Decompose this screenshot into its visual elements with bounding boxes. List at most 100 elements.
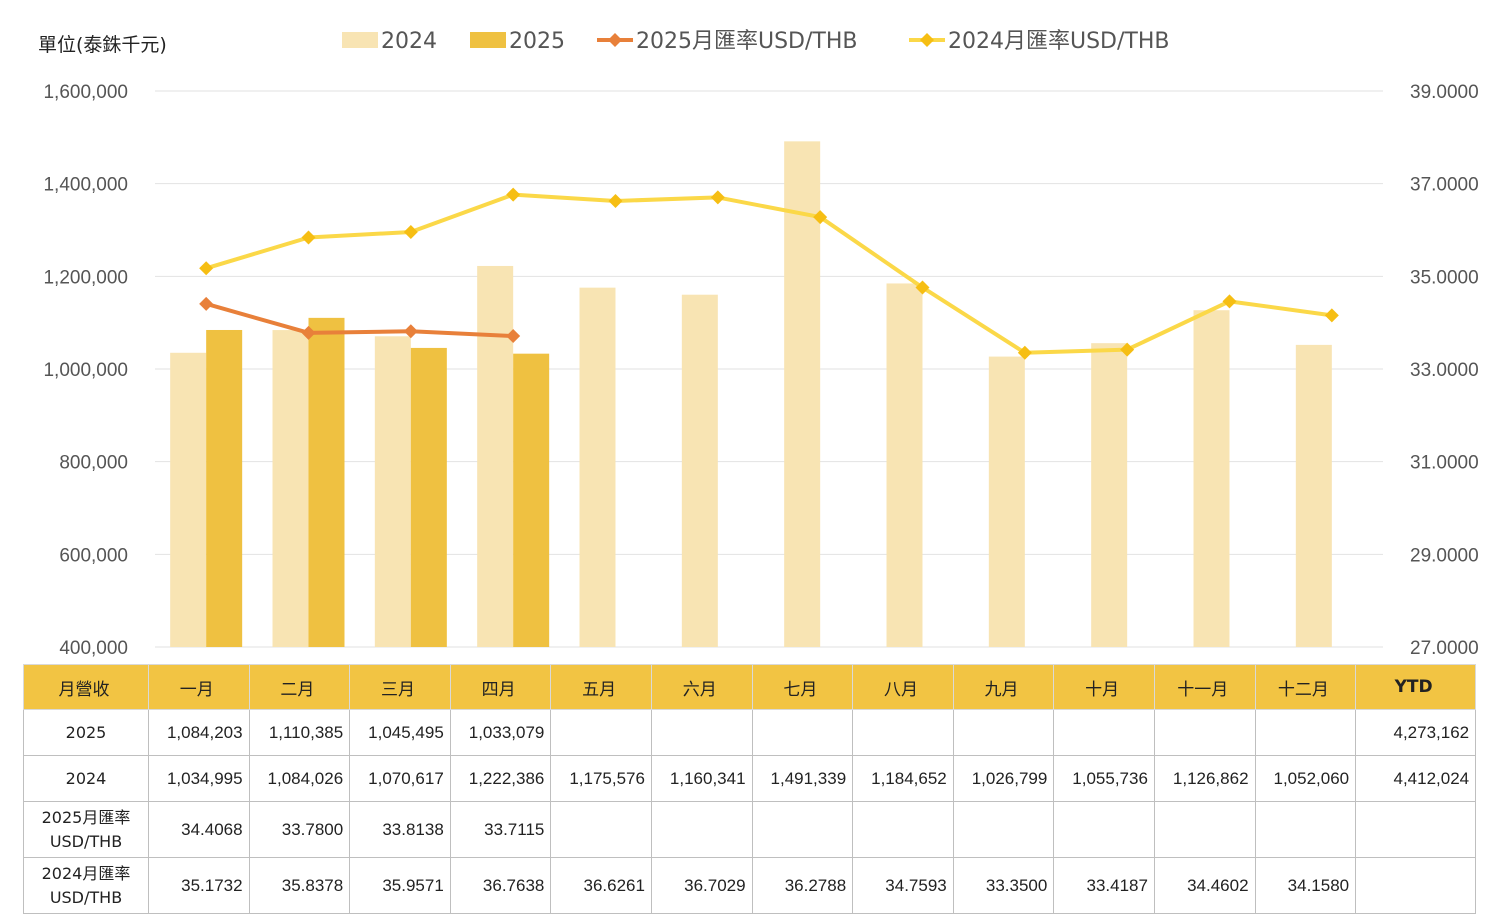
table-header-cell: 十二月 [1254, 664, 1357, 710]
table-row: 2025 1,084,203 1,110,385 1,045,495 1,033,079… [23, 709, 1477, 756]
left-tick-label: 800,000 [59, 453, 128, 474]
table-cell: 35.8378 [248, 857, 351, 914]
row-label: 2025月匯率 USD/THB [23, 801, 149, 858]
bar-2024 [272, 330, 309, 647]
rate-2024-point [403, 224, 418, 239]
table-header-cell: 十月 [1053, 664, 1155, 710]
right-tick-label: 37.0000 [1410, 175, 1479, 196]
bar-2024 [1295, 344, 1332, 647]
row-label: 2025 [23, 709, 149, 756]
table-cell: 1,052,060 [1254, 755, 1357, 802]
table-cell: 1,084,203 [148, 709, 250, 756]
table-cell: 1,045,495 [349, 709, 451, 756]
rate-2024-point [301, 230, 316, 245]
bar-2024 [681, 294, 718, 647]
bar-2024 [477, 265, 514, 647]
rate-2024-point [199, 261, 214, 276]
table-row: 2025月匯率 USD/THB 34.4068 33.7800 33.8138 33.71… [23, 801, 1477, 858]
table-cell: 1,070,617 [349, 755, 451, 802]
revenue-table: 月營收 一月 二月 三月 四月 五月 六月 七月 八月 九月 十月 十一月 十二月 YTD 2025 1,08… [23, 664, 1477, 914]
rate-2024-point [710, 190, 725, 205]
table-cell [852, 709, 954, 756]
rate-2024-point [506, 187, 521, 202]
left-tick-label: 1,000,000 [43, 360, 128, 381]
right-axis-ticks: 27.0000 29.0000 31.0000 33.0000 35.0000 37.00… [1410, 82, 1479, 659]
table-cell: 1,126,862 [1153, 755, 1256, 802]
table-cell: 1,491,339 [751, 755, 854, 802]
table-cell [1053, 709, 1155, 756]
table-cell: 34.7593 [852, 857, 954, 914]
left-tick-label: 1,400,000 [43, 175, 128, 196]
table-cell [751, 709, 854, 756]
bar-2025 [513, 353, 550, 647]
bar-2024 [579, 287, 616, 647]
table-header-cell: 四月 [449, 664, 552, 710]
rate-2024-point [1017, 345, 1032, 360]
row-label-line: USD/THB [49, 887, 123, 907]
bar-2024 [886, 283, 923, 647]
right-tick-label: 33.0000 [1410, 360, 1479, 381]
table-cell: 33.8138 [349, 801, 451, 858]
table-header-cell: 三月 [349, 664, 451, 710]
rate-2024-point [915, 280, 930, 295]
table-cell: 1,033,079 [449, 709, 552, 756]
legend: 2024 2025 2025月匯率USD/THB 2024月匯率USD/THB [342, 29, 1169, 54]
rate-2024-line [205, 192, 1333, 355]
table-row: 2024 1,034,995 1,084,026 1,070,617 1,222,386… [23, 755, 1477, 802]
right-tick-label: 39.0000 [1410, 82, 1479, 103]
left-tick-label: 600,000 [59, 545, 128, 566]
table-cell: 33.7115 [449, 801, 552, 858]
rate-2025-point [301, 325, 316, 340]
rate-2024-point [1222, 294, 1237, 309]
table-cell [1254, 709, 1357, 756]
bar-2024 [374, 336, 411, 647]
table-cell [1053, 801, 1155, 858]
table-header-cell: 八月 [852, 664, 954, 710]
row-label: 2024 [23, 755, 149, 802]
line-series [199, 187, 1339, 360]
table-cell: 35.1732 [148, 857, 250, 914]
table-cell [550, 801, 652, 858]
table-header-cell: 六月 [650, 664, 753, 710]
table-cell [650, 709, 753, 756]
table-header-cell: 月營收 [23, 664, 149, 710]
table-header-cell: 七月 [751, 664, 854, 710]
bar-2024 [988, 356, 1025, 647]
bar-2024 [170, 352, 207, 647]
table-cell: 1,222,386 [449, 755, 552, 802]
revenue-exchange-chart: 400,000 600,000 800,000 1,000,000 1,200,000 1… [43, 29, 1479, 659]
table-cell: 36.7638 [449, 857, 552, 914]
bar-2025 [308, 317, 345, 647]
legend-label-2024: 2024 [381, 29, 437, 54]
table-cell [751, 801, 854, 858]
legend-label-2025: 2025 [509, 29, 565, 54]
gridlines [155, 90, 1383, 648]
table-cell [1254, 801, 1357, 858]
table-header-cell: YTD [1355, 664, 1477, 710]
table-cell: 36.2788 [751, 857, 854, 914]
legend-label-2024-rate: 2024月匯率USD/THB [948, 29, 1169, 54]
table-cell: 36.6261 [550, 857, 652, 914]
table-cell [650, 801, 753, 858]
bar-2024 [1091, 343, 1128, 647]
left-axis-ticks: 400,000 600,000 800,000 1,000,000 1,200,000 1… [43, 82, 128, 659]
legend-marker-2025-rate [608, 33, 622, 47]
table-cell [1153, 801, 1256, 858]
table-cell: 1,026,799 [952, 755, 1055, 802]
table-cell [1355, 801, 1477, 858]
rate-2025-point [506, 329, 521, 344]
table-cell: 1,084,026 [248, 755, 351, 802]
table-cell [550, 709, 652, 756]
table-cell: 36.7029 [650, 857, 753, 914]
rate-2025-point [403, 324, 418, 339]
legend-swatch-2025 [470, 32, 506, 48]
legend-label-2025-rate: 2025月匯率USD/THB [636, 29, 857, 54]
table-cell [952, 709, 1055, 756]
table-header-cell: 二月 [248, 664, 351, 710]
unit-label: 單位(泰銖千元) [38, 34, 167, 56]
table-cell: 1,184,652 [852, 755, 954, 802]
right-tick-label: 35.0000 [1410, 267, 1479, 288]
rate-2024-point [813, 210, 828, 225]
bar-2024 [784, 141, 821, 648]
table-cell: 34.4068 [148, 801, 250, 858]
